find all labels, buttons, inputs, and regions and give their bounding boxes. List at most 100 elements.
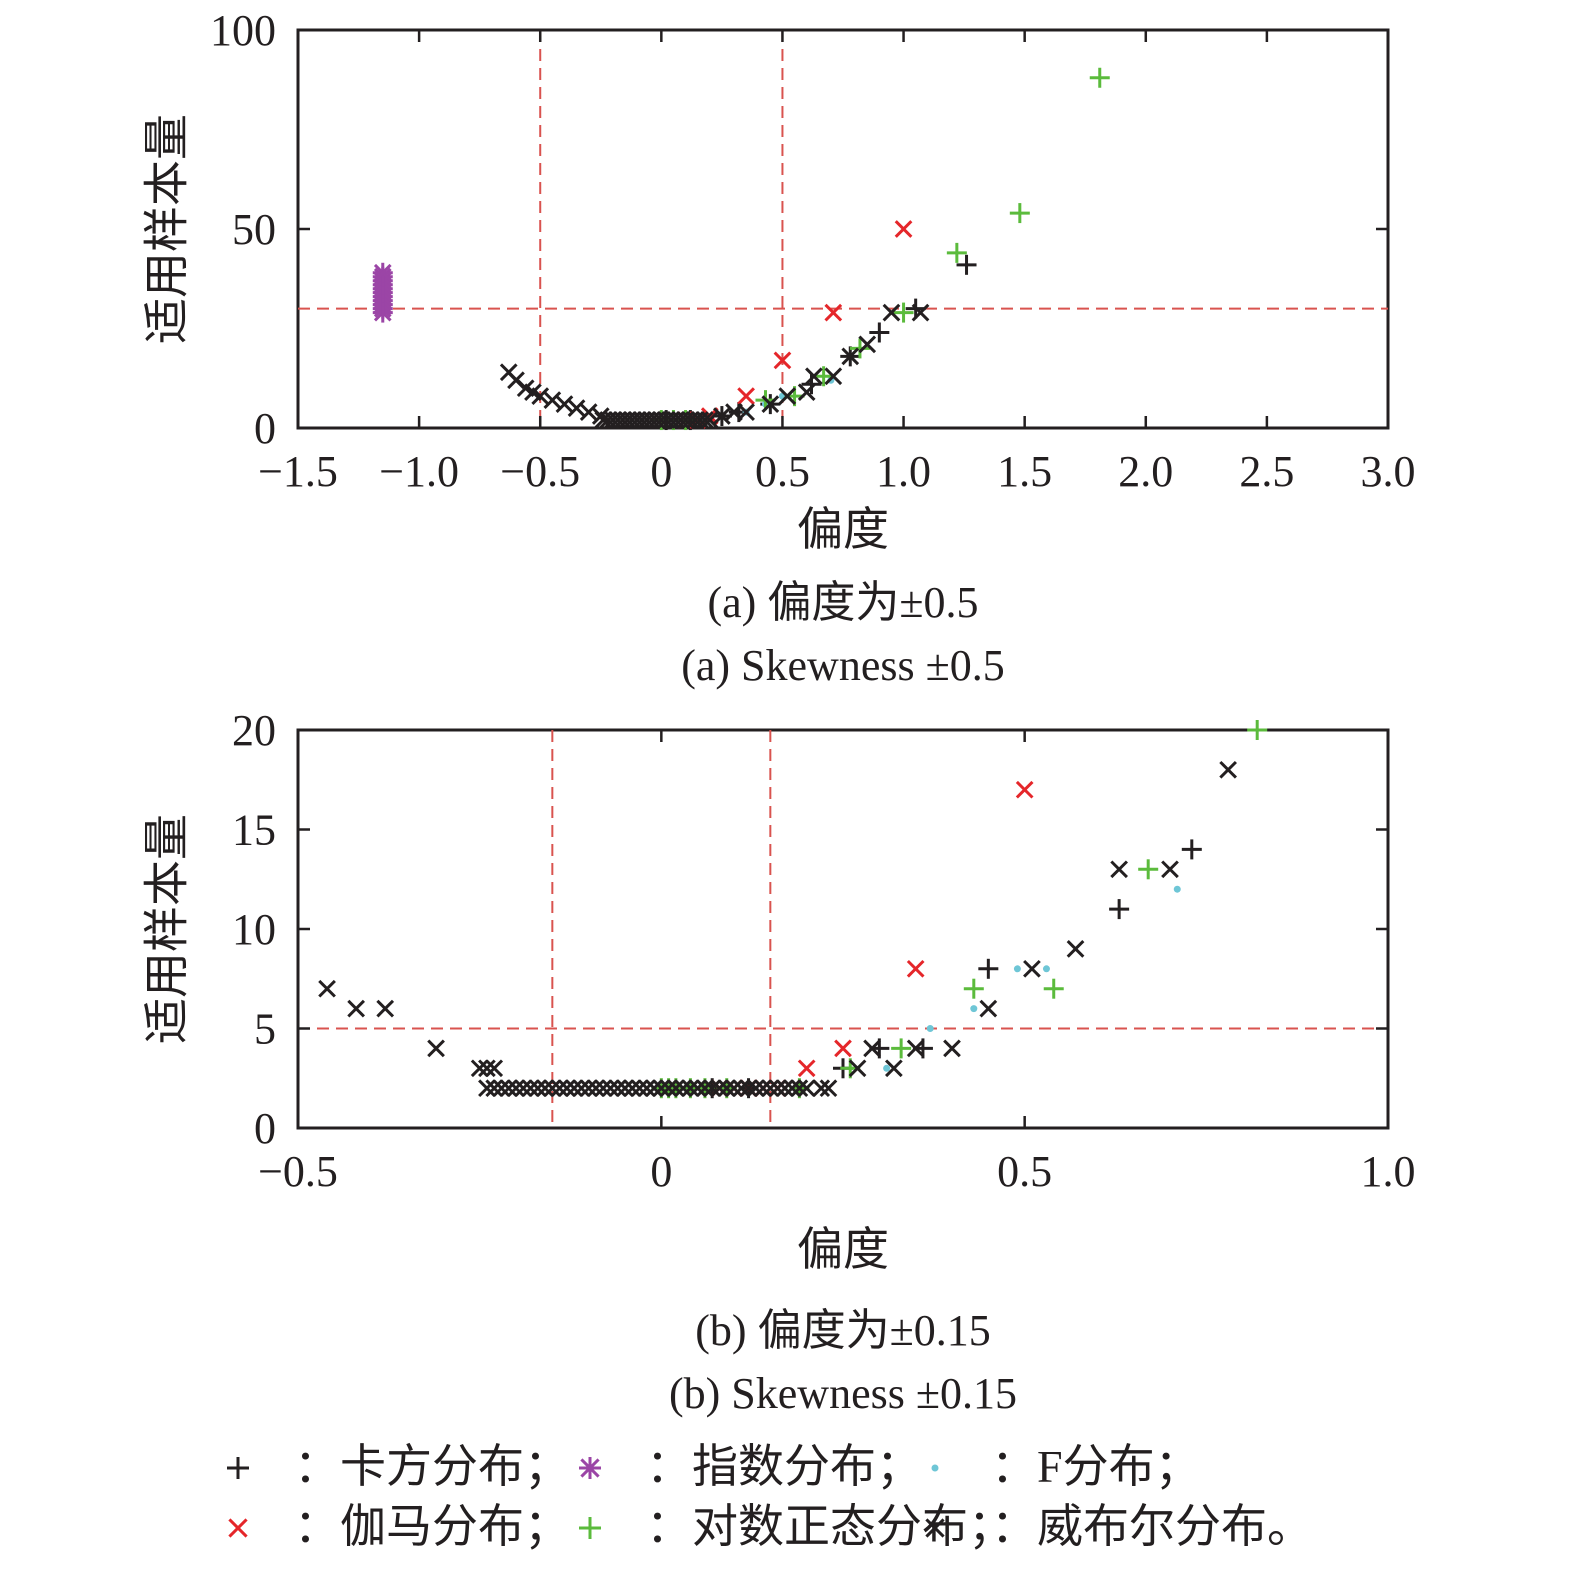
point-b-weibull-7 xyxy=(478,1079,496,1098)
y-tick-label-b-1: 5 xyxy=(254,1005,276,1054)
plot-frame-a xyxy=(296,28,1390,430)
point-b-weibull-30 xyxy=(645,1079,663,1098)
x-tick-label-a-1: −1.0 xyxy=(379,447,459,496)
point-b-weibull-32 xyxy=(659,1079,678,1098)
point-b-weibull-62 xyxy=(1110,860,1128,879)
point-b-weibull-14 xyxy=(528,1079,547,1098)
y-tick-label-b-4: 20 xyxy=(232,706,276,755)
point-b-weibull-11 xyxy=(507,1079,525,1098)
point-b-weibull-9 xyxy=(492,1079,511,1098)
legend: ：卡方分布； ：指数分布； ：F分布； ：伽马分布； ：对数正态分布；：威布尔分布。 xyxy=(227,1441,1313,1552)
point-a-weibull-32 xyxy=(700,411,719,429)
legend-label-exp: ：指数分布； xyxy=(646,1441,922,1492)
point-a-weibull-6 xyxy=(555,395,574,413)
point-b-weibull-6 xyxy=(485,1059,504,1078)
point-b-weibull-28 xyxy=(630,1079,649,1098)
point-b-weibull-51 xyxy=(797,1079,816,1098)
point-a-weibull-41 xyxy=(841,347,860,366)
point-b-weibull-22 xyxy=(587,1079,605,1098)
point-b-weibull-5 xyxy=(478,1059,496,1078)
point-b-chisq-7 xyxy=(1181,839,1202,860)
y-axis-label-a: 适用样本量 xyxy=(142,114,193,344)
point-a-chisq-9 xyxy=(956,254,977,275)
point-a-gamma-6 xyxy=(894,220,913,238)
point-b-weibull-34 xyxy=(674,1079,692,1098)
point-b-weibull-54 xyxy=(848,1059,867,1078)
y-tick-label-b-3: 15 xyxy=(232,806,276,855)
legend-label-chisq: ：卡方分布； xyxy=(294,1441,570,1492)
point-b-weibull-48 xyxy=(776,1079,794,1098)
point-b-weibull-15 xyxy=(536,1079,554,1098)
y-tick-label-b-2: 10 xyxy=(232,905,276,954)
point-a-weibull-37 xyxy=(778,387,797,406)
point-b-weibull-47 xyxy=(768,1079,787,1098)
point-b-weibull-39 xyxy=(710,1079,729,1098)
point-b-lognorm-12 xyxy=(1247,720,1268,740)
point-b-f-3 xyxy=(1013,965,1021,973)
legend-marker-exp xyxy=(579,1457,601,1479)
y-tick-label-a-0: 0 xyxy=(254,404,276,453)
y-tick-label-b-0: 0 xyxy=(254,1104,276,1153)
point-a-lognorm-7 xyxy=(893,302,914,323)
legend-marker-lognorm xyxy=(579,1517,601,1539)
x-axis-label-b: 偏度 xyxy=(797,1224,889,1275)
point-b-weibull-23 xyxy=(594,1079,613,1098)
point-a-lognorm-6 xyxy=(849,338,870,359)
point-b-weibull-55 xyxy=(863,1039,881,1058)
x-tick-label-a-4: 0.5 xyxy=(755,447,810,496)
point-b-lognorm-8 xyxy=(891,1038,912,1059)
x-tick-label-a-9: 3.0 xyxy=(1361,447,1416,496)
point-b-weibull-31 xyxy=(652,1079,671,1098)
point-a-weibull-42 xyxy=(858,335,877,354)
point-b-weibull-10 xyxy=(499,1079,518,1098)
point-b-weibull-12 xyxy=(514,1079,533,1098)
point-b-weibull-43 xyxy=(739,1079,758,1098)
point-b-chisq-6 xyxy=(1109,899,1130,920)
point-a-chisq-7 xyxy=(869,322,890,343)
point-b-weibull-59 xyxy=(979,999,998,1018)
point-b-weibull-36 xyxy=(688,1079,707,1098)
point-b-weibull-29 xyxy=(637,1079,656,1098)
point-a-lognorm-5 xyxy=(813,366,834,387)
point-b-weibull-52 xyxy=(812,1079,831,1098)
point-a-weibull-33 xyxy=(713,407,731,425)
point-b-weibull-26 xyxy=(616,1079,634,1098)
point-b-f-0 xyxy=(883,1064,891,1072)
legend-marker-chisq xyxy=(227,1457,249,1479)
point-a-weibull-40 xyxy=(824,367,843,386)
point-b-weibull-38 xyxy=(703,1079,722,1098)
point-b-weibull-57 xyxy=(906,1039,925,1058)
point-b-weibull-45 xyxy=(754,1079,772,1098)
point-b-weibull-35 xyxy=(681,1079,700,1098)
point-a-weibull-38 xyxy=(797,383,816,402)
point-b-weibull-56 xyxy=(885,1059,903,1078)
x-tick-label-a-5: 1.0 xyxy=(876,447,931,496)
point-b-weibull-2 xyxy=(376,999,395,1018)
point-b-weibull-19 xyxy=(565,1079,583,1098)
point-b-weibull-24 xyxy=(601,1079,620,1098)
point-b-lognorm-9 xyxy=(963,978,984,999)
point-b-gamma-7 xyxy=(906,959,925,978)
legend-marker-weibull xyxy=(925,1518,945,1538)
x-tick-label-a-3: 0 xyxy=(650,447,672,496)
legend-marker-f xyxy=(931,1464,939,1472)
point-b-weibull-64 xyxy=(1219,760,1237,779)
y-tick-label-a-2: 100 xyxy=(210,6,276,55)
x-tick-label-b-2: 0.5 xyxy=(997,1147,1052,1196)
point-b-weibull-58 xyxy=(943,1039,961,1058)
point-b-weibull-60 xyxy=(1023,959,1041,978)
point-a-weibull-7 xyxy=(567,399,586,417)
point-b-f-5 xyxy=(1173,885,1181,893)
caption-en-a: (a) Skewness ±0.5 xyxy=(681,641,1005,690)
point-b-weibull-1 xyxy=(347,999,365,1018)
y-axis-label-b: 适用样本量 xyxy=(142,814,193,1044)
x-tick-label-b-3: 1.0 xyxy=(1361,1147,1416,1196)
point-b-weibull-61 xyxy=(1066,940,1085,958)
point-b-weibull-37 xyxy=(696,1079,714,1098)
point-b-weibull-50 xyxy=(790,1079,809,1098)
data-points-a xyxy=(372,67,1110,431)
point-b-gamma-6 xyxy=(834,1039,852,1058)
reference-lines-b xyxy=(298,730,1388,1128)
